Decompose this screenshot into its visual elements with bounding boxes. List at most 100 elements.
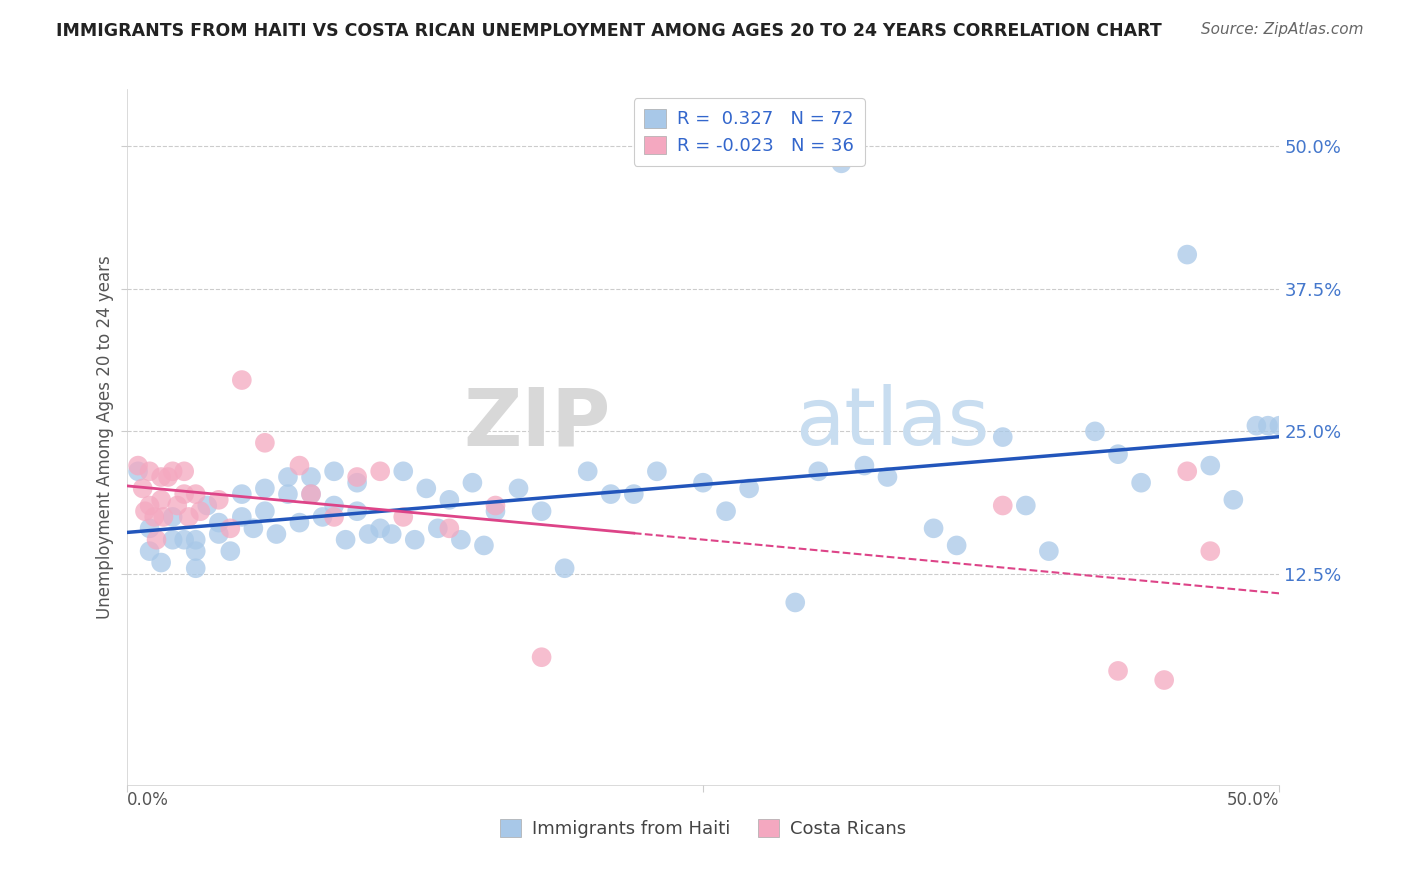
Point [173,533,195,547]
Point [231,487,253,501]
Point [150,470,173,484]
Point [530,504,553,518]
Point [152,510,174,524]
Point [554,561,576,575]
Point [785,595,807,609]
Point [830,156,852,170]
Point [208,516,231,530]
Point [404,533,426,547]
Point [1175,464,1198,478]
Point [288,516,311,530]
Point [599,487,621,501]
Point [368,521,391,535]
Point [299,470,322,484]
Point [530,650,553,665]
Point [484,504,506,518]
Point [335,533,357,547]
Point [439,521,461,535]
Point [645,464,668,478]
Point [439,492,461,507]
Point [1015,499,1038,513]
Point [188,504,211,518]
Point [131,482,153,496]
Point [1199,458,1222,473]
Point [323,464,346,478]
Text: 50.0%: 50.0% [1227,790,1279,809]
Point [576,464,599,478]
Point [253,482,276,496]
Point [145,533,167,547]
Point [738,482,761,496]
Point [162,464,184,478]
Point [426,521,449,535]
Text: 0.0%: 0.0% [127,790,169,809]
Point [484,499,506,513]
Legend: Immigrants from Haiti, Costa Ricans: Immigrants from Haiti, Costa Ricans [492,812,914,846]
Point [1130,475,1153,490]
Point [177,510,200,524]
Point [127,464,149,478]
Point [1199,544,1222,558]
Point [368,464,391,478]
Point [242,521,264,535]
Point [692,475,714,490]
Point [876,470,898,484]
Point [922,521,945,535]
Point [299,487,322,501]
Point [991,430,1014,444]
Point [231,510,253,524]
Point [134,504,156,518]
Point [1038,544,1060,558]
Point [150,492,173,507]
Point [415,482,437,496]
Point [1246,418,1268,433]
Point [138,544,160,558]
Point [127,458,149,473]
Point [472,538,495,552]
Point [184,544,207,558]
Point [219,521,242,535]
Point [1107,664,1129,678]
Point [150,556,173,570]
Point [1257,418,1279,433]
Point [143,510,166,524]
Point [266,527,288,541]
Point [162,510,184,524]
Point [1153,673,1175,687]
Point [138,521,160,535]
Point [299,487,322,501]
Point [173,487,195,501]
Point [208,492,231,507]
Point [184,487,207,501]
Y-axis label: Unemployment Among Ages 20 to 24 years: Unemployment Among Ages 20 to 24 years [96,255,114,619]
Point [138,499,160,513]
Point [195,499,218,513]
Point [162,533,184,547]
Point [253,435,276,450]
Point [323,499,346,513]
Point [392,510,415,524]
Point [508,482,530,496]
Point [184,561,207,575]
Point [357,527,380,541]
Point [807,464,830,478]
Point [381,527,404,541]
Text: ZIP: ZIP [464,384,610,462]
Point [288,458,311,473]
Point [219,544,242,558]
Point [853,458,876,473]
Point [173,464,195,478]
Point [392,464,415,478]
Point [1222,492,1244,507]
Point [166,499,188,513]
Text: atlas: atlas [796,384,990,462]
Point [208,527,231,541]
Point [945,538,967,552]
Point [1084,425,1107,439]
Point [714,504,737,518]
Point [138,464,160,478]
Point [346,504,368,518]
Point [311,510,333,524]
Point [346,475,368,490]
Point [157,470,180,484]
